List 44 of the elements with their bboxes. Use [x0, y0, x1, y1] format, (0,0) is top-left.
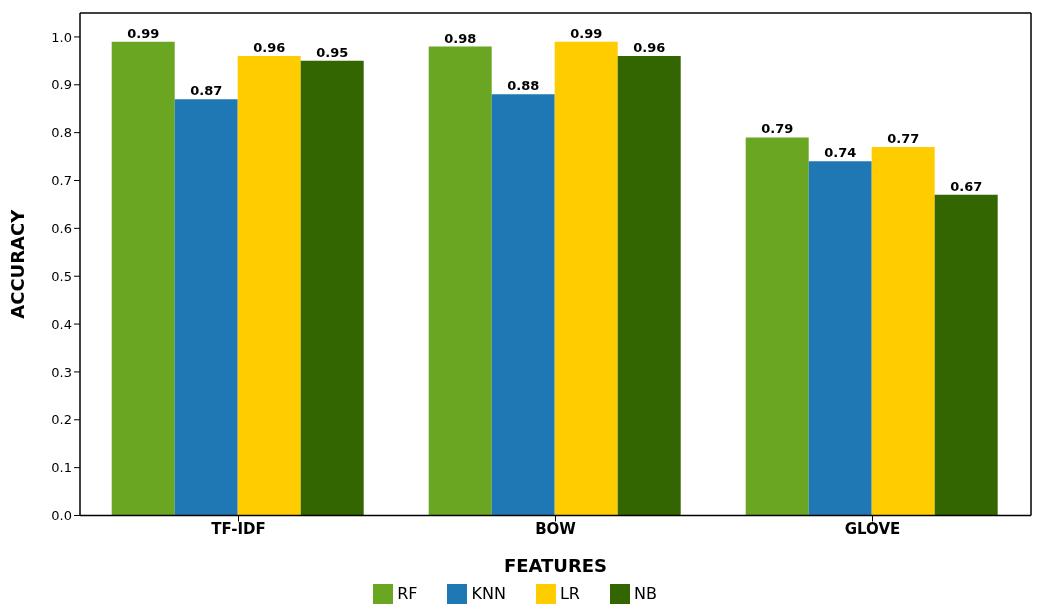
y-axis-title: ACCURACY	[7, 208, 29, 319]
bar	[174, 99, 238, 516]
y-tick-label: 0.0	[51, 508, 72, 524]
data-label: 0.77	[887, 131, 920, 146]
data-label: 0.95	[316, 44, 349, 60]
y-tick-label: 0.8	[51, 125, 72, 141]
bar	[934, 194, 998, 516]
y-tick-label: 0.6	[51, 220, 72, 236]
bar	[554, 41, 618, 516]
y-tick-label: 0.9	[51, 77, 72, 93]
x-axis-title: FEATURES	[503, 554, 608, 576]
data-label: 0.96	[633, 40, 666, 56]
data-label: 0.99	[570, 25, 603, 41]
bar	[428, 46, 492, 516]
legend-label: RF	[397, 583, 418, 603]
bar	[617, 56, 681, 516]
data-label: 0.79	[761, 121, 794, 137]
data-label: 0.98	[444, 30, 477, 46]
bar	[491, 94, 555, 516]
y-tick-label: 0.7	[51, 173, 72, 189]
x-tick-label: TF-IDF	[211, 520, 266, 539]
data-label: 0.87	[190, 83, 223, 99]
y-tick-label: 1.0	[51, 29, 72, 45]
data-label: 0.88	[507, 78, 540, 94]
x-tick-label: BOW	[535, 520, 577, 539]
bar	[871, 147, 935, 516]
bar	[237, 56, 301, 516]
legend-label: NB	[633, 583, 657, 603]
bar	[808, 161, 872, 516]
y-tick-label: 0.5	[51, 268, 72, 284]
bar	[300, 60, 364, 516]
data-label: 0.99	[127, 25, 160, 41]
y-tick-label: 0.1	[51, 460, 72, 476]
bar	[111, 41, 175, 516]
data-label: 0.67	[950, 178, 983, 194]
x-tick-label: GLOVE	[844, 520, 901, 539]
data-label: 0.74	[824, 145, 857, 161]
legend-label: KNN	[471, 583, 506, 603]
data-label: 0.96	[253, 40, 286, 56]
y-tick-label: 0.3	[51, 364, 72, 380]
legend-label: LR	[559, 583, 580, 603]
bar	[745, 137, 809, 516]
y-tick-label: 0.4	[51, 316, 72, 332]
y-tick-label: 0.2	[51, 412, 72, 428]
